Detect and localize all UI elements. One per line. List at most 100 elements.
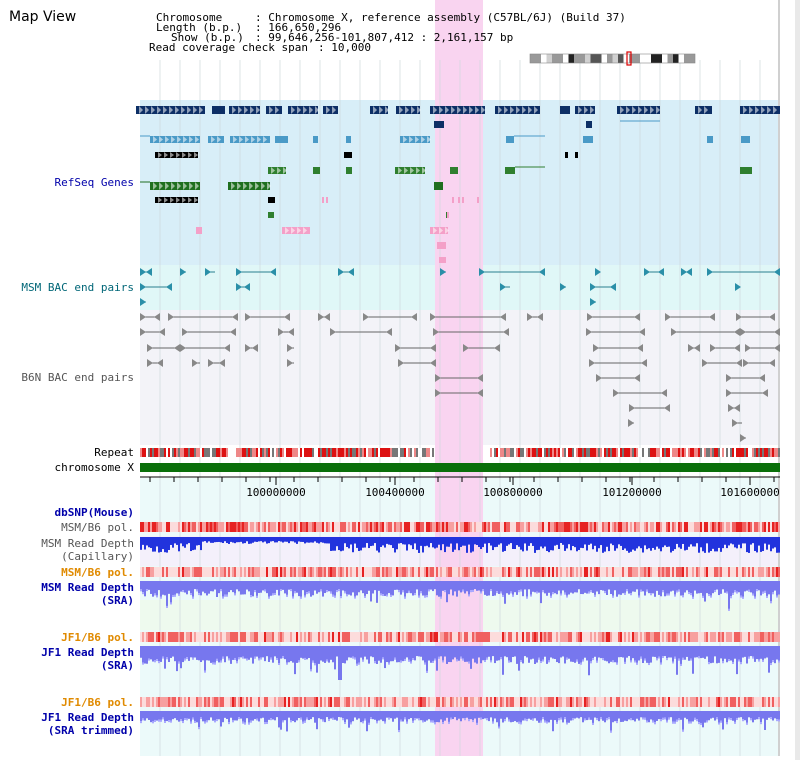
jf1-trimmed-depth-bar [164,720,166,723]
jf1-trimmed-depth-bar [380,711,382,720]
jf1-pol-mark [548,632,550,642]
jf1-pol-mark [214,632,216,642]
msm-pol-capillary-mark [240,522,242,532]
repeat-mark [310,448,312,457]
jf1-trimmed-depth-bar [626,711,628,722]
jf1-pol-mark [560,632,562,642]
track-label-refseq[interactable]: RefSeq Genes [54,176,134,189]
refseq-gene [741,136,750,143]
msm-capillary-depth-bar [444,537,446,553]
ideogram-band [656,54,662,63]
jf1-pol-trimmed-mark [494,697,496,707]
msm-sra-depth-bar [290,581,292,590]
msm-capillary-depth-bar [690,537,692,545]
track-label-dbsnp[interactable]: dbSNP(Mouse) [54,506,134,519]
gene-strand-mark [767,106,771,114]
msm-capillary-depth-bar [536,537,538,551]
msm-pol-capillary-mark [212,522,214,532]
scrollbar[interactable] [795,0,800,760]
msm-sra-depth-bar [484,581,486,595]
jf1-trimmed-depth-bar [264,711,266,723]
jf1-trimmed-depth-bar [426,711,428,721]
gene-strand-mark [164,152,168,158]
msm-capillary-depth-bar [392,537,394,549]
msm-pol-sra-mark [548,567,550,577]
msm-pol-sra-mark [546,567,548,577]
repeat-mark [226,448,228,457]
track-label-msm-bac[interactable]: MSM BAC end pairs [21,281,134,294]
jf1-pol-mark [568,632,570,642]
repeat-mark [542,448,544,457]
jf1-depth-bar [770,646,772,664]
jf1-pol-trimmed-mark [330,697,332,707]
repeat-mark [278,448,280,457]
gene-strand-mark [159,182,163,190]
msm-pol-sra-mark [294,567,296,577]
msm-capillary-depth-bar [562,537,564,545]
msm-sra-depth-bar [146,589,148,592]
jf1-pol-mark [772,632,774,642]
msm-pol-sra-mark [728,567,730,577]
msm-sra-depth-bar [370,581,372,602]
b6n-bac-end [774,328,780,336]
gene-strand-mark [176,197,180,203]
track-label-b6n-bac[interactable]: B6N BAC end pairs [21,371,134,384]
jf1-pol-trimmed-mark [502,697,504,707]
jf1-depth-bar [648,663,650,666]
msm-sra-depth-bar [174,581,176,595]
jf1-pol-mark [418,632,420,642]
gene-strand-mark [188,152,192,158]
msm-pol-sra-mark [450,567,452,577]
jf1-depth-bar [384,646,386,669]
msm-sra-depth-bar [658,581,660,595]
gene-strand-mark [257,136,261,143]
msm-pol-sra-mark [544,567,546,577]
msm-capillary-depth-bar [760,537,762,552]
msm-sra-depth-bar [728,581,730,609]
msm-capillary-depth-bar [394,537,396,553]
repeat-mark [614,448,616,457]
msm-pol-sra-mark [602,567,604,577]
repeat-mark [670,448,672,457]
msm-pol-sra-mark [520,567,522,577]
msm-capillary-depth-bar [232,537,234,543]
repeat-mark [320,448,322,457]
jf1-trimmed-depth-bar [346,711,348,720]
jf1-trimmed-depth-bar [238,711,240,718]
jf1-depth-bar [692,646,694,674]
b6n-bac-end [230,328,236,336]
jf1-pol-trimmed-mark [364,697,366,707]
jf1-depth-bar [542,659,544,662]
msm-pol-capillary-mark [440,522,442,532]
jf1-pol-mark [168,632,170,642]
jf1-depth-bar [486,646,488,658]
b6n-bac-end [477,374,483,382]
jf1-trimmed-depth-bar [170,720,172,723]
jf1-trimmed-depth-bar [250,711,252,721]
b6n-bac-end [433,328,439,336]
jf1-trimmed-depth-bar [358,711,360,719]
jf1-pol-trimmed-mark [686,697,688,707]
msm-capillary-depth-bar [236,537,238,543]
jf1-trimmed-depth-bar [640,711,642,718]
msm-sra-depth-bar [170,602,172,605]
jf1-trimmed-depth-bar [148,711,150,720]
msm-bac-end [590,283,596,291]
jf1-pol-trimmed-mark [468,697,470,707]
jf1-pol-mark [380,632,382,642]
msm-sra-depth-bar [624,592,626,595]
jf1-trimmed-depth-bar [574,711,576,719]
msm-pol-capillary-mark [698,522,700,532]
repeat-mark [560,448,562,457]
msm-capillary-depth-bar [636,537,638,549]
jf1-depth-bar [170,646,172,658]
repeat-mark [184,448,186,457]
gene-strand-mark [277,167,281,174]
msm-sra-depth-bar [742,596,744,599]
msm-capillary-depth-bar [626,537,628,551]
jf1-pol-mark [404,632,406,642]
jf1-pol-trimmed-mark [302,697,304,707]
gene-strand-mark [704,106,708,114]
jf1-pol-trimmed-mark [678,697,680,707]
